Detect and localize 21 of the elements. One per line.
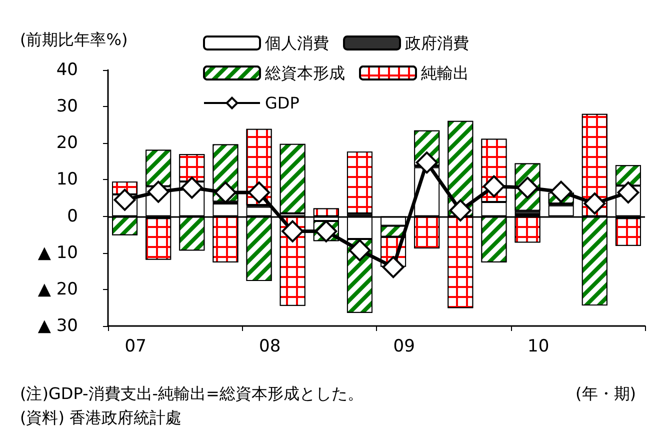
- legend-label: GDP: [265, 94, 300, 112]
- legend-label: 純輸出: [421, 64, 469, 82]
- y-tick-label: 10: [56, 170, 78, 190]
- x-tick-label: 08: [259, 336, 281, 356]
- y-tick-label: ▲ 10: [38, 242, 78, 263]
- text: (注)GDP-消費支出-純輸出=総資本形成とした。: [20, 384, 364, 404]
- y-tick-label: ▲ 20: [38, 279, 78, 300]
- legend-label: 個人消費: [265, 34, 329, 52]
- x-tick-label: 09: [393, 336, 415, 356]
- text: (資料) 香港政府統計處: [20, 408, 182, 428]
- y-tick-label: 40: [56, 60, 78, 80]
- y-tick-label: 0: [67, 206, 78, 226]
- y-tick-label: 20: [56, 133, 78, 154]
- y-tick-label: 30: [56, 96, 78, 117]
- y-axis-title: (前期比年率%): [20, 30, 128, 50]
- x-tick-label: 10: [528, 336, 550, 356]
- x-tick-label: 07: [124, 336, 146, 356]
- y-tick-label: ▲ 30: [38, 316, 78, 336]
- x-axis-title: (年・期): [576, 384, 636, 404]
- legend-label: 政府消費: [405, 34, 469, 52]
- legend-label: 総資本形成: [264, 64, 345, 82]
